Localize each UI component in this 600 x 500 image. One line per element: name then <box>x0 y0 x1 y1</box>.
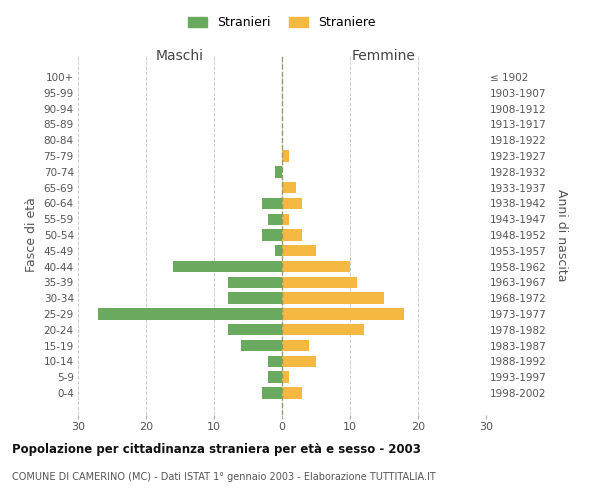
Bar <box>173 261 282 272</box>
Bar <box>282 324 364 336</box>
Bar <box>282 245 316 256</box>
Bar <box>282 276 357 288</box>
Bar <box>282 356 316 367</box>
Text: Femmine: Femmine <box>352 49 416 63</box>
Y-axis label: Fasce di età: Fasce di età <box>25 198 38 272</box>
Bar <box>282 372 289 383</box>
Bar <box>282 261 350 272</box>
Bar <box>262 198 282 209</box>
Bar <box>227 276 282 288</box>
Bar <box>227 292 282 304</box>
Bar <box>275 166 282 177</box>
Bar <box>282 182 296 194</box>
Text: Maschi: Maschi <box>156 49 204 63</box>
Bar <box>268 372 282 383</box>
Text: COMUNE DI CAMERINO (MC) - Dati ISTAT 1° gennaio 2003 - Elaborazione TUTTITALIA.I: COMUNE DI CAMERINO (MC) - Dati ISTAT 1° … <box>12 472 436 482</box>
Bar <box>227 324 282 336</box>
Bar <box>268 214 282 225</box>
Bar <box>262 388 282 398</box>
Y-axis label: Anni di nascita: Anni di nascita <box>555 188 568 281</box>
Bar <box>282 340 309 351</box>
Bar <box>241 340 282 351</box>
Bar <box>282 230 302 240</box>
Bar <box>282 388 302 398</box>
Bar <box>282 198 302 209</box>
Bar <box>282 214 289 225</box>
Bar <box>282 292 384 304</box>
Bar <box>282 150 289 162</box>
Bar <box>268 356 282 367</box>
Text: Popolazione per cittadinanza straniera per età e sesso - 2003: Popolazione per cittadinanza straniera p… <box>12 442 421 456</box>
Bar <box>262 230 282 240</box>
Bar <box>98 308 282 320</box>
Legend: Stranieri, Straniere: Stranieri, Straniere <box>184 11 380 34</box>
Bar <box>282 308 404 320</box>
Bar <box>275 245 282 256</box>
